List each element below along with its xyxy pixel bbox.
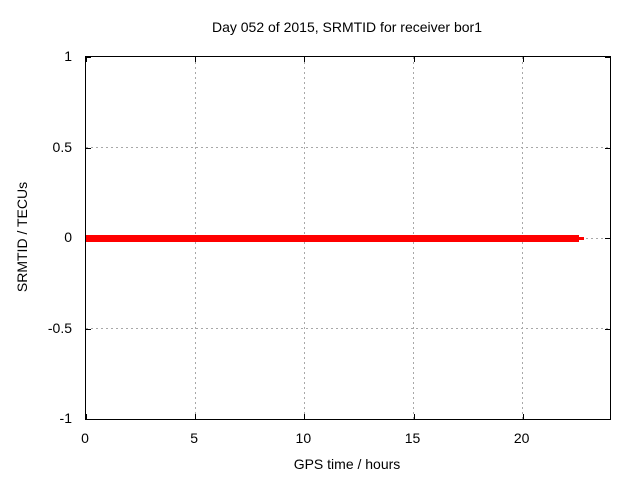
tick-mark-left bbox=[86, 57, 91, 58]
tick-mark-right bbox=[605, 419, 610, 420]
tick-mark-bottom bbox=[86, 414, 87, 419]
tick-mark-right bbox=[605, 57, 610, 58]
plot-area bbox=[85, 56, 611, 420]
x-tick-label: 20 bbox=[513, 430, 530, 446]
tick-mark-right bbox=[605, 238, 610, 239]
x-axis-label: GPS time / hours bbox=[293, 456, 401, 472]
tick-mark-bottom bbox=[304, 414, 306, 419]
tick-mark-top bbox=[195, 57, 197, 62]
tick-mark-bottom bbox=[522, 414, 524, 419]
tick-mark-bottom bbox=[195, 414, 197, 419]
tick-mark-bottom bbox=[413, 414, 415, 419]
series-line bbox=[579, 236, 584, 240]
series-line bbox=[86, 234, 580, 242]
grid-line-horizontal bbox=[86, 147, 610, 148]
grid-line-horizontal bbox=[86, 328, 610, 329]
tick-mark-top bbox=[304, 57, 306, 62]
x-tick-label: 0 bbox=[81, 430, 89, 446]
tick-mark-left bbox=[86, 328, 91, 330]
tick-mark-left bbox=[86, 147, 91, 149]
y-tick-label: 0.5 bbox=[52, 138, 72, 155]
y-tick-label: -1 bbox=[59, 410, 72, 426]
tick-mark-right bbox=[605, 147, 610, 149]
x-tick-label: 10 bbox=[295, 430, 312, 446]
y-tick-label: 0 bbox=[64, 229, 72, 245]
x-tick-label: 5 bbox=[190, 430, 199, 446]
y-tick-label: -0.5 bbox=[47, 319, 72, 336]
y-tick-label: 1 bbox=[64, 48, 72, 64]
tick-mark-top bbox=[86, 57, 87, 62]
x-tick-label: 15 bbox=[404, 430, 421, 446]
tick-mark-top bbox=[413, 57, 415, 62]
tick-mark-right bbox=[605, 328, 610, 330]
chart-title: Day 052 of 2015, SRMTID for receiver bor… bbox=[211, 19, 482, 35]
tick-mark-top bbox=[522, 57, 524, 62]
tick-mark-left bbox=[86, 419, 91, 420]
